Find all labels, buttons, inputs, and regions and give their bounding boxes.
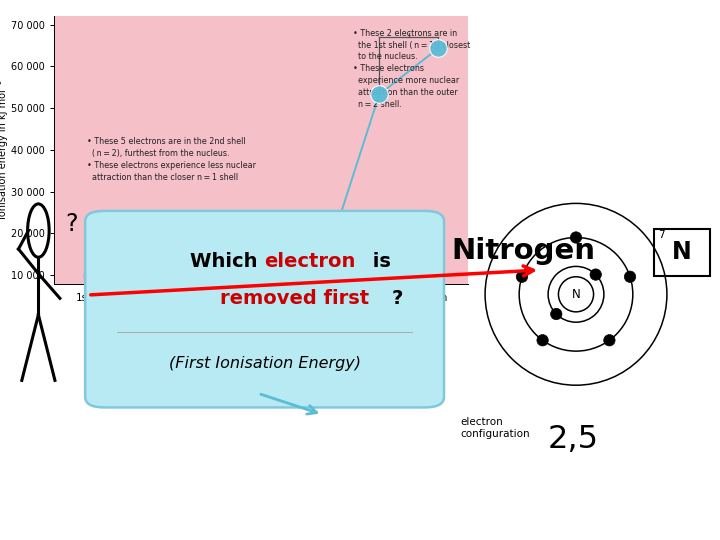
Point: [137, 301, 148, 309]
Circle shape: [624, 271, 636, 282]
Text: 7: 7: [658, 230, 665, 240]
Text: 2,5: 2,5: [547, 424, 598, 455]
Circle shape: [516, 271, 528, 282]
Text: ?: ?: [391, 289, 402, 308]
Text: ?: ?: [66, 212, 78, 237]
Point: [255, 281, 266, 290]
Point: [78, 307, 89, 315]
Point: [315, 273, 326, 282]
Text: Nitrogen: Nitrogen: [451, 238, 595, 266]
Circle shape: [570, 232, 582, 243]
Text: (First Ionisation Energy): (First Ionisation Energy): [168, 356, 361, 371]
Circle shape: [537, 335, 549, 346]
Circle shape: [559, 276, 593, 312]
Point: [196, 293, 207, 302]
Y-axis label: Ionisation energy in kJ mol⁻¹: Ionisation energy in kJ mol⁻¹: [0, 80, 9, 219]
Text: electron: electron: [265, 252, 356, 271]
Text: N: N: [572, 288, 580, 301]
Text: • These 2 electrons are in
  the 1st shell ( n = 1), closest
  to the nucleus.
•: • These 2 electrons are in the 1st shell…: [353, 29, 470, 109]
Point: [433, 44, 444, 52]
FancyBboxPatch shape: [85, 211, 444, 407]
Text: electron
configuration: electron configuration: [461, 417, 531, 439]
Text: is: is: [366, 252, 390, 271]
Point: [374, 90, 385, 99]
FancyBboxPatch shape: [654, 229, 710, 276]
Text: Which: Which: [190, 252, 265, 271]
Text: removed first: removed first: [220, 289, 369, 308]
X-axis label: Ionisation number: Ionisation number: [214, 304, 308, 314]
Text: • These 5 electrons are in the 2nd shell
  ( n = 2), furthest from the nucleus.
: • These 5 electrons are in the 2nd shell…: [86, 137, 256, 182]
Circle shape: [551, 308, 562, 320]
Text: N: N: [672, 240, 692, 265]
Circle shape: [603, 335, 615, 346]
Circle shape: [590, 269, 601, 280]
